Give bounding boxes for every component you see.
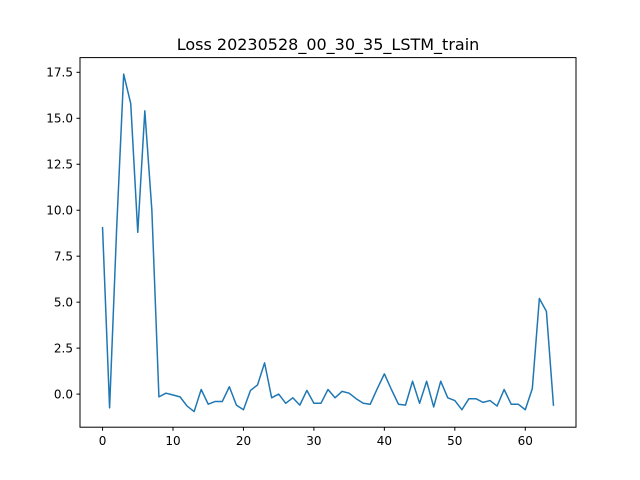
x-tick-label: 0 xyxy=(99,434,107,448)
y-tick-label: 10.0 xyxy=(46,204,73,218)
y-tick-label: 2.5 xyxy=(54,341,73,355)
y-tick-label: 5.0 xyxy=(54,295,73,309)
axes-frame xyxy=(79,57,577,428)
y-tick-label: 17.5 xyxy=(46,66,73,80)
x-tick-label: 60 xyxy=(518,434,533,448)
x-axis: 0 10 20 30 40 50 60 xyxy=(99,427,533,448)
y-tick-label: 12.5 xyxy=(46,158,73,172)
chart-title: Loss 20230528_00_30_35_LSTM_train xyxy=(177,35,480,55)
series-line-0 xyxy=(101,73,555,413)
x-tick-label: 20 xyxy=(236,434,251,448)
x-tick-label: 50 xyxy=(447,434,462,448)
y-tick-label: 15.0 xyxy=(46,112,73,126)
y-axis: 0.0 2.5 5.0 7.5 10.0 12.5 15.0 17.5 xyxy=(46,66,80,401)
x-tick-label: 10 xyxy=(165,434,180,448)
x-tick-label: 30 xyxy=(306,434,321,448)
x-tick-label: 40 xyxy=(377,434,392,448)
plot-area xyxy=(101,73,555,413)
y-tick-label: 7.5 xyxy=(54,249,73,263)
y-tick-label: 0.0 xyxy=(54,387,73,401)
